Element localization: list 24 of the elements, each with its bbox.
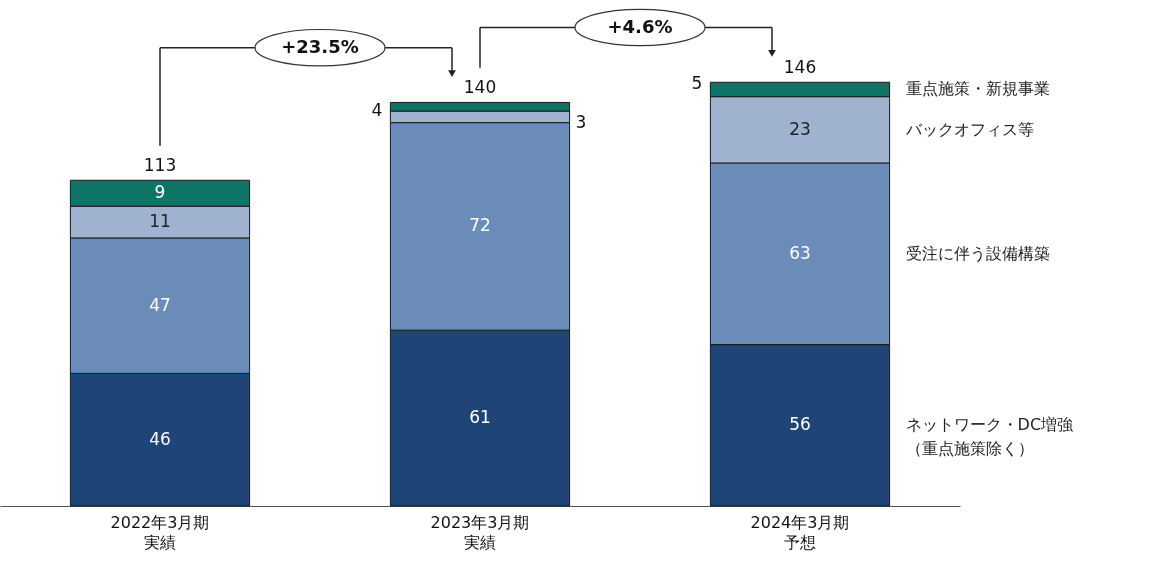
series-label: ネットワーク・DC増強（重点施策除く）	[905, 415, 1074, 459]
data-label: 47	[149, 294, 171, 315]
total-label: 140	[463, 77, 497, 98]
data-label: 61	[469, 407, 491, 428]
x-tick-label: 2023年3月期実績	[430, 512, 530, 552]
series-label: 重点施策・新規事業	[905, 79, 1050, 99]
total-label: 113	[143, 155, 177, 176]
data-label: 11	[149, 211, 171, 232]
data-label: 63	[789, 242, 811, 263]
text: +23.5%	[281, 35, 359, 57]
x-tick-label: 2024年3月期予想	[750, 512, 850, 552]
data-label: 9	[154, 182, 166, 203]
series-label: 受注に伴う設備構築	[905, 243, 1050, 263]
text: +4.6%	[607, 15, 673, 37]
data-label: 3	[575, 112, 587, 133]
data-label: 56	[789, 414, 811, 435]
data-label: 23	[789, 118, 811, 139]
data-label: 46	[149, 428, 171, 449]
data-label: 5	[691, 72, 703, 93]
data-label: 72	[469, 215, 491, 236]
data-label: 4	[371, 100, 383, 121]
x-tick-label: 2022年3月期実績	[110, 512, 210, 552]
series-label: バックオフィス等	[904, 119, 1034, 139]
total-label: 146	[783, 57, 817, 78]
